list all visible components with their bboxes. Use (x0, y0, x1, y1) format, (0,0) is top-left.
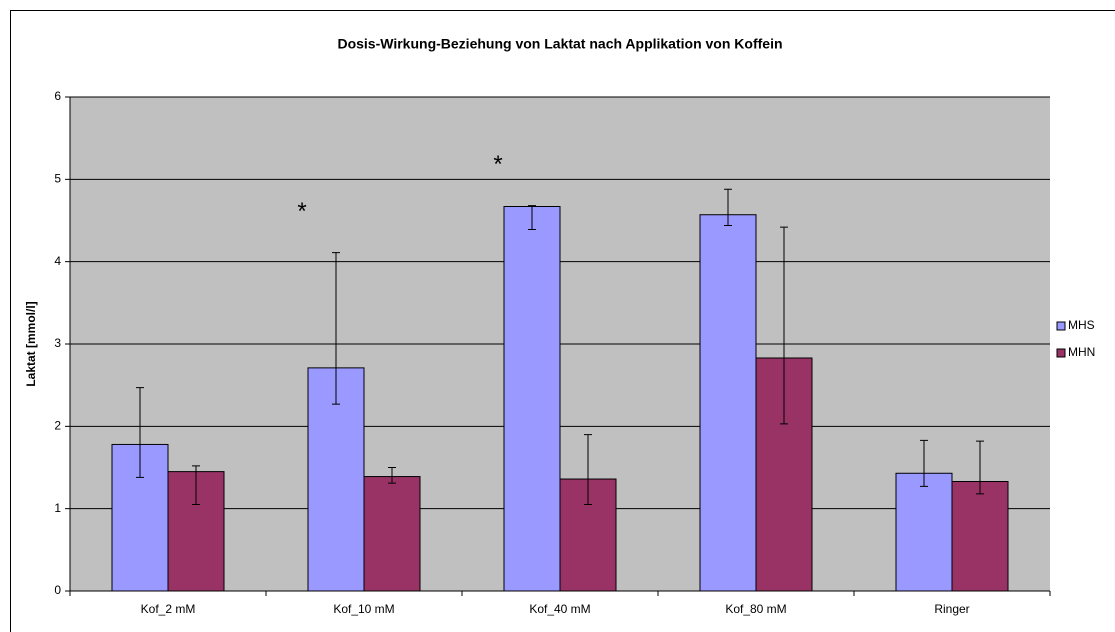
y-axis-label: Laktat [mmol/l] (24, 301, 38, 386)
x-tick-label: Kof_80 mM (725, 602, 786, 616)
legend-swatch (1056, 321, 1066, 331)
error-bar (192, 465, 200, 506)
annotation: * (493, 151, 502, 178)
error-bar (724, 188, 732, 226)
error-bar (136, 387, 144, 478)
error-bar (920, 439, 928, 487)
y-tick-label: 5 (54, 172, 61, 186)
error-bar (528, 205, 536, 231)
error-bar (584, 434, 592, 506)
y-tick-label: 6 (54, 89, 61, 103)
y-tick-label: 0 (54, 583, 61, 597)
bar (559, 478, 617, 592)
y-tick-label: 2 (54, 419, 61, 433)
x-tick-label: Kof_10 mM (333, 602, 394, 616)
error-bar (332, 252, 340, 405)
x-tick-label: Kof_40 mM (529, 602, 590, 616)
error-bar (780, 226, 788, 425)
x-tick-label: Kof_2 mM (141, 602, 196, 616)
y-tick-label: 4 (54, 254, 61, 268)
bar (895, 472, 953, 592)
error-bar (976, 440, 984, 495)
legend-swatch (1056, 348, 1066, 358)
error-bar (388, 467, 396, 484)
x-tick-label: Ringer (934, 602, 969, 616)
legend-label: MHS (1068, 318, 1095, 332)
legend-label: MHN (1068, 345, 1095, 359)
chart-title: Dosis-Wirkung-Beziehung von Laktat nach … (337, 36, 782, 52)
bar (699, 214, 757, 592)
y-tick-label: 3 (54, 336, 61, 350)
bar (363, 476, 421, 592)
y-tick-label: 1 (54, 501, 61, 515)
bar (951, 480, 1009, 592)
annotation: * (297, 198, 306, 225)
bar (503, 206, 561, 592)
